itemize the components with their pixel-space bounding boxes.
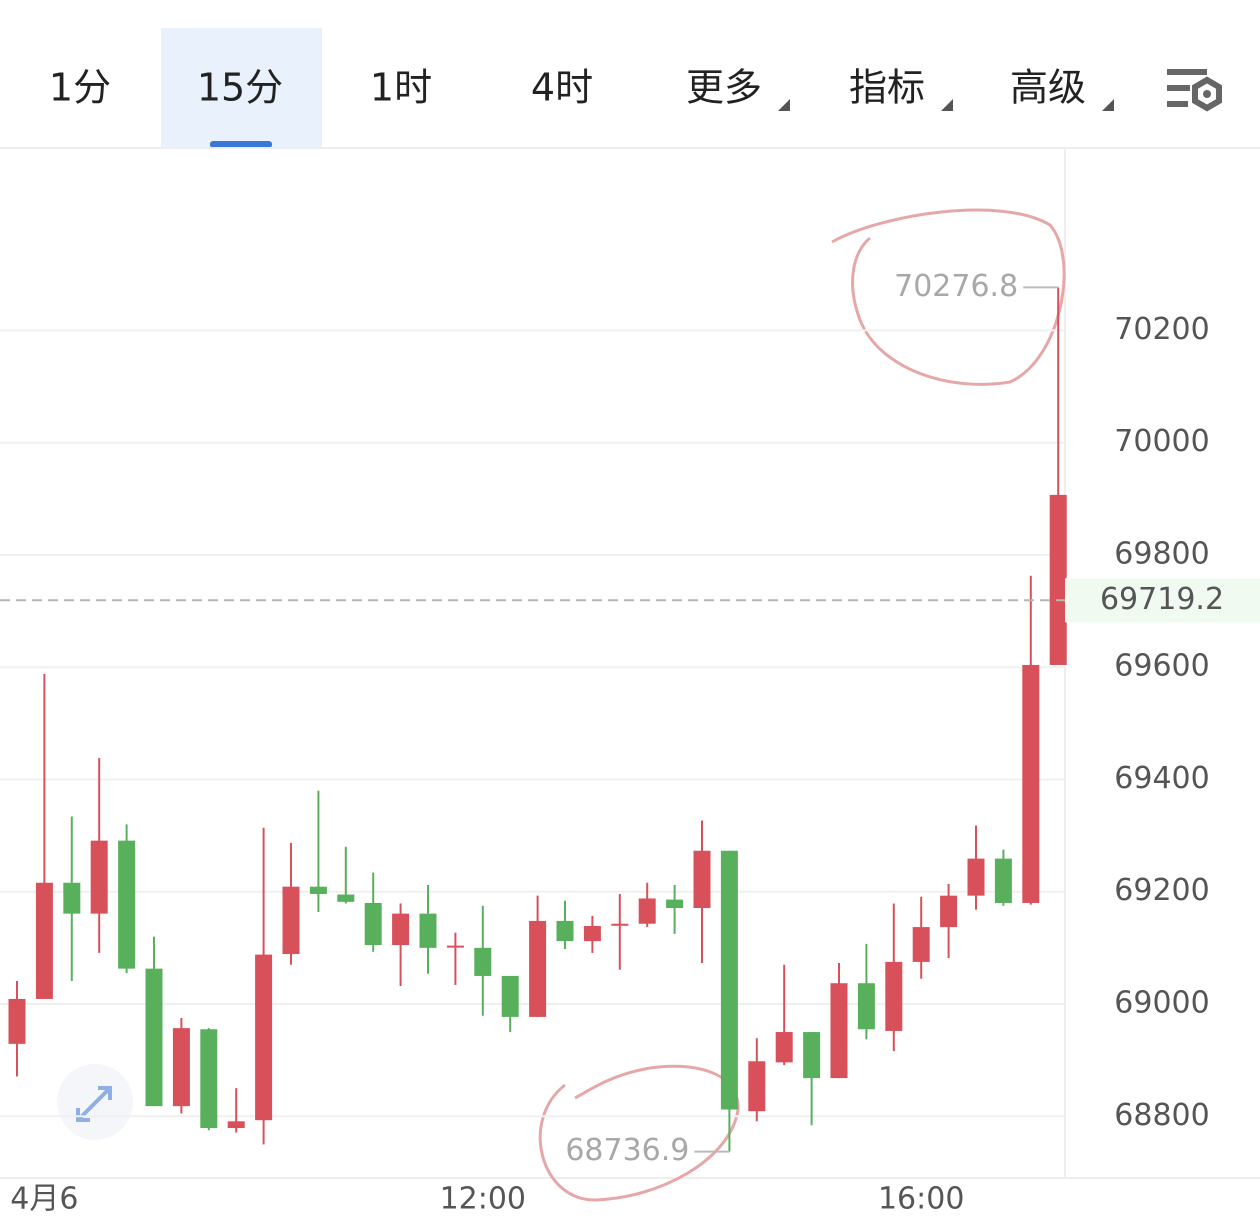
active-tab-bg — [161, 28, 322, 148]
candle-body — [748, 1061, 766, 1112]
last-price-bg — [1065, 578, 1260, 623]
candle-body — [63, 882, 81, 914]
y-tick-label: 69800 — [1114, 536, 1209, 571]
candle-body — [419, 913, 437, 948]
y-tick-label: 69200 — [1114, 873, 1209, 908]
candle-body — [666, 899, 684, 909]
y-tick-label: 69400 — [1114, 761, 1209, 796]
tab[interactable]: 1时 — [370, 66, 432, 110]
candle-body — [172, 1028, 190, 1107]
y-tick-label: 68800 — [1114, 1098, 1209, 1133]
candle-body — [611, 923, 629, 926]
candle-body — [145, 968, 163, 1107]
settings-icon[interactable] — [1167, 69, 1222, 112]
tab[interactable]: 1分 — [49, 66, 111, 110]
candle-body — [720, 850, 738, 1110]
candle-body — [1022, 664, 1040, 903]
highlight-circle — [538, 1064, 740, 1202]
candle-body — [940, 895, 958, 928]
tab[interactable]: 更多 — [686, 66, 762, 110]
candle-body — [775, 1032, 793, 1063]
candle-body — [474, 947, 492, 976]
y-tick-label: 69600 — [1114, 649, 1209, 684]
tab[interactable]: 高级 — [1010, 66, 1086, 110]
active-tab-indicator — [210, 141, 272, 148]
candle-body — [857, 983, 875, 1030]
tab[interactable]: 15分 — [197, 66, 283, 110]
candle-body — [200, 1029, 218, 1129]
candle-body — [885, 961, 903, 1031]
candle-body — [118, 840, 136, 969]
dropdown-caret — [941, 99, 953, 111]
candle-body — [90, 840, 108, 914]
candle-body — [309, 886, 327, 894]
candle-body — [830, 983, 848, 1079]
candle-body — [35, 882, 53, 999]
last-price-label: 69719.2 — [1100, 582, 1224, 617]
candle-body — [364, 902, 382, 946]
candle-body — [446, 945, 464, 948]
max-annotation: 70276.8 — [894, 269, 1018, 304]
candle-body — [392, 913, 410, 946]
candle-body — [583, 925, 601, 942]
y-tick-label: 70200 — [1114, 312, 1209, 347]
candle-body — [994, 858, 1012, 903]
min-annotation: 68736.9 — [565, 1133, 689, 1168]
candle-body — [803, 1032, 821, 1079]
dropdown-caret — [778, 99, 790, 111]
x-tick-label: 12:00 — [440, 1182, 526, 1217]
candle-body — [638, 898, 656, 924]
y-tick-label: 70000 — [1114, 424, 1209, 459]
candle-body — [1049, 494, 1067, 665]
candle-body — [227, 1121, 245, 1129]
candle-body — [912, 927, 930, 962]
candle-body — [529, 920, 547, 1017]
tab[interactable]: 4时 — [531, 66, 593, 110]
candle-body — [337, 894, 355, 902]
candle-body — [255, 954, 273, 1121]
y-tick-label: 69000 — [1114, 985, 1209, 1020]
tab[interactable]: 指标 — [849, 66, 925, 110]
candle-body — [501, 975, 519, 1017]
x-tick-label: 4月6 — [10, 1182, 78, 1217]
candle-body — [8, 998, 26, 1044]
candle-body — [556, 920, 574, 942]
candle-body — [282, 886, 300, 955]
expand-icon[interactable] — [57, 1064, 133, 1140]
dropdown-caret — [1102, 99, 1114, 111]
highlight-circle — [831, 208, 1066, 386]
candle-body — [967, 858, 985, 896]
candle-body — [693, 850, 711, 909]
x-tick-label: 16:00 — [878, 1182, 964, 1217]
